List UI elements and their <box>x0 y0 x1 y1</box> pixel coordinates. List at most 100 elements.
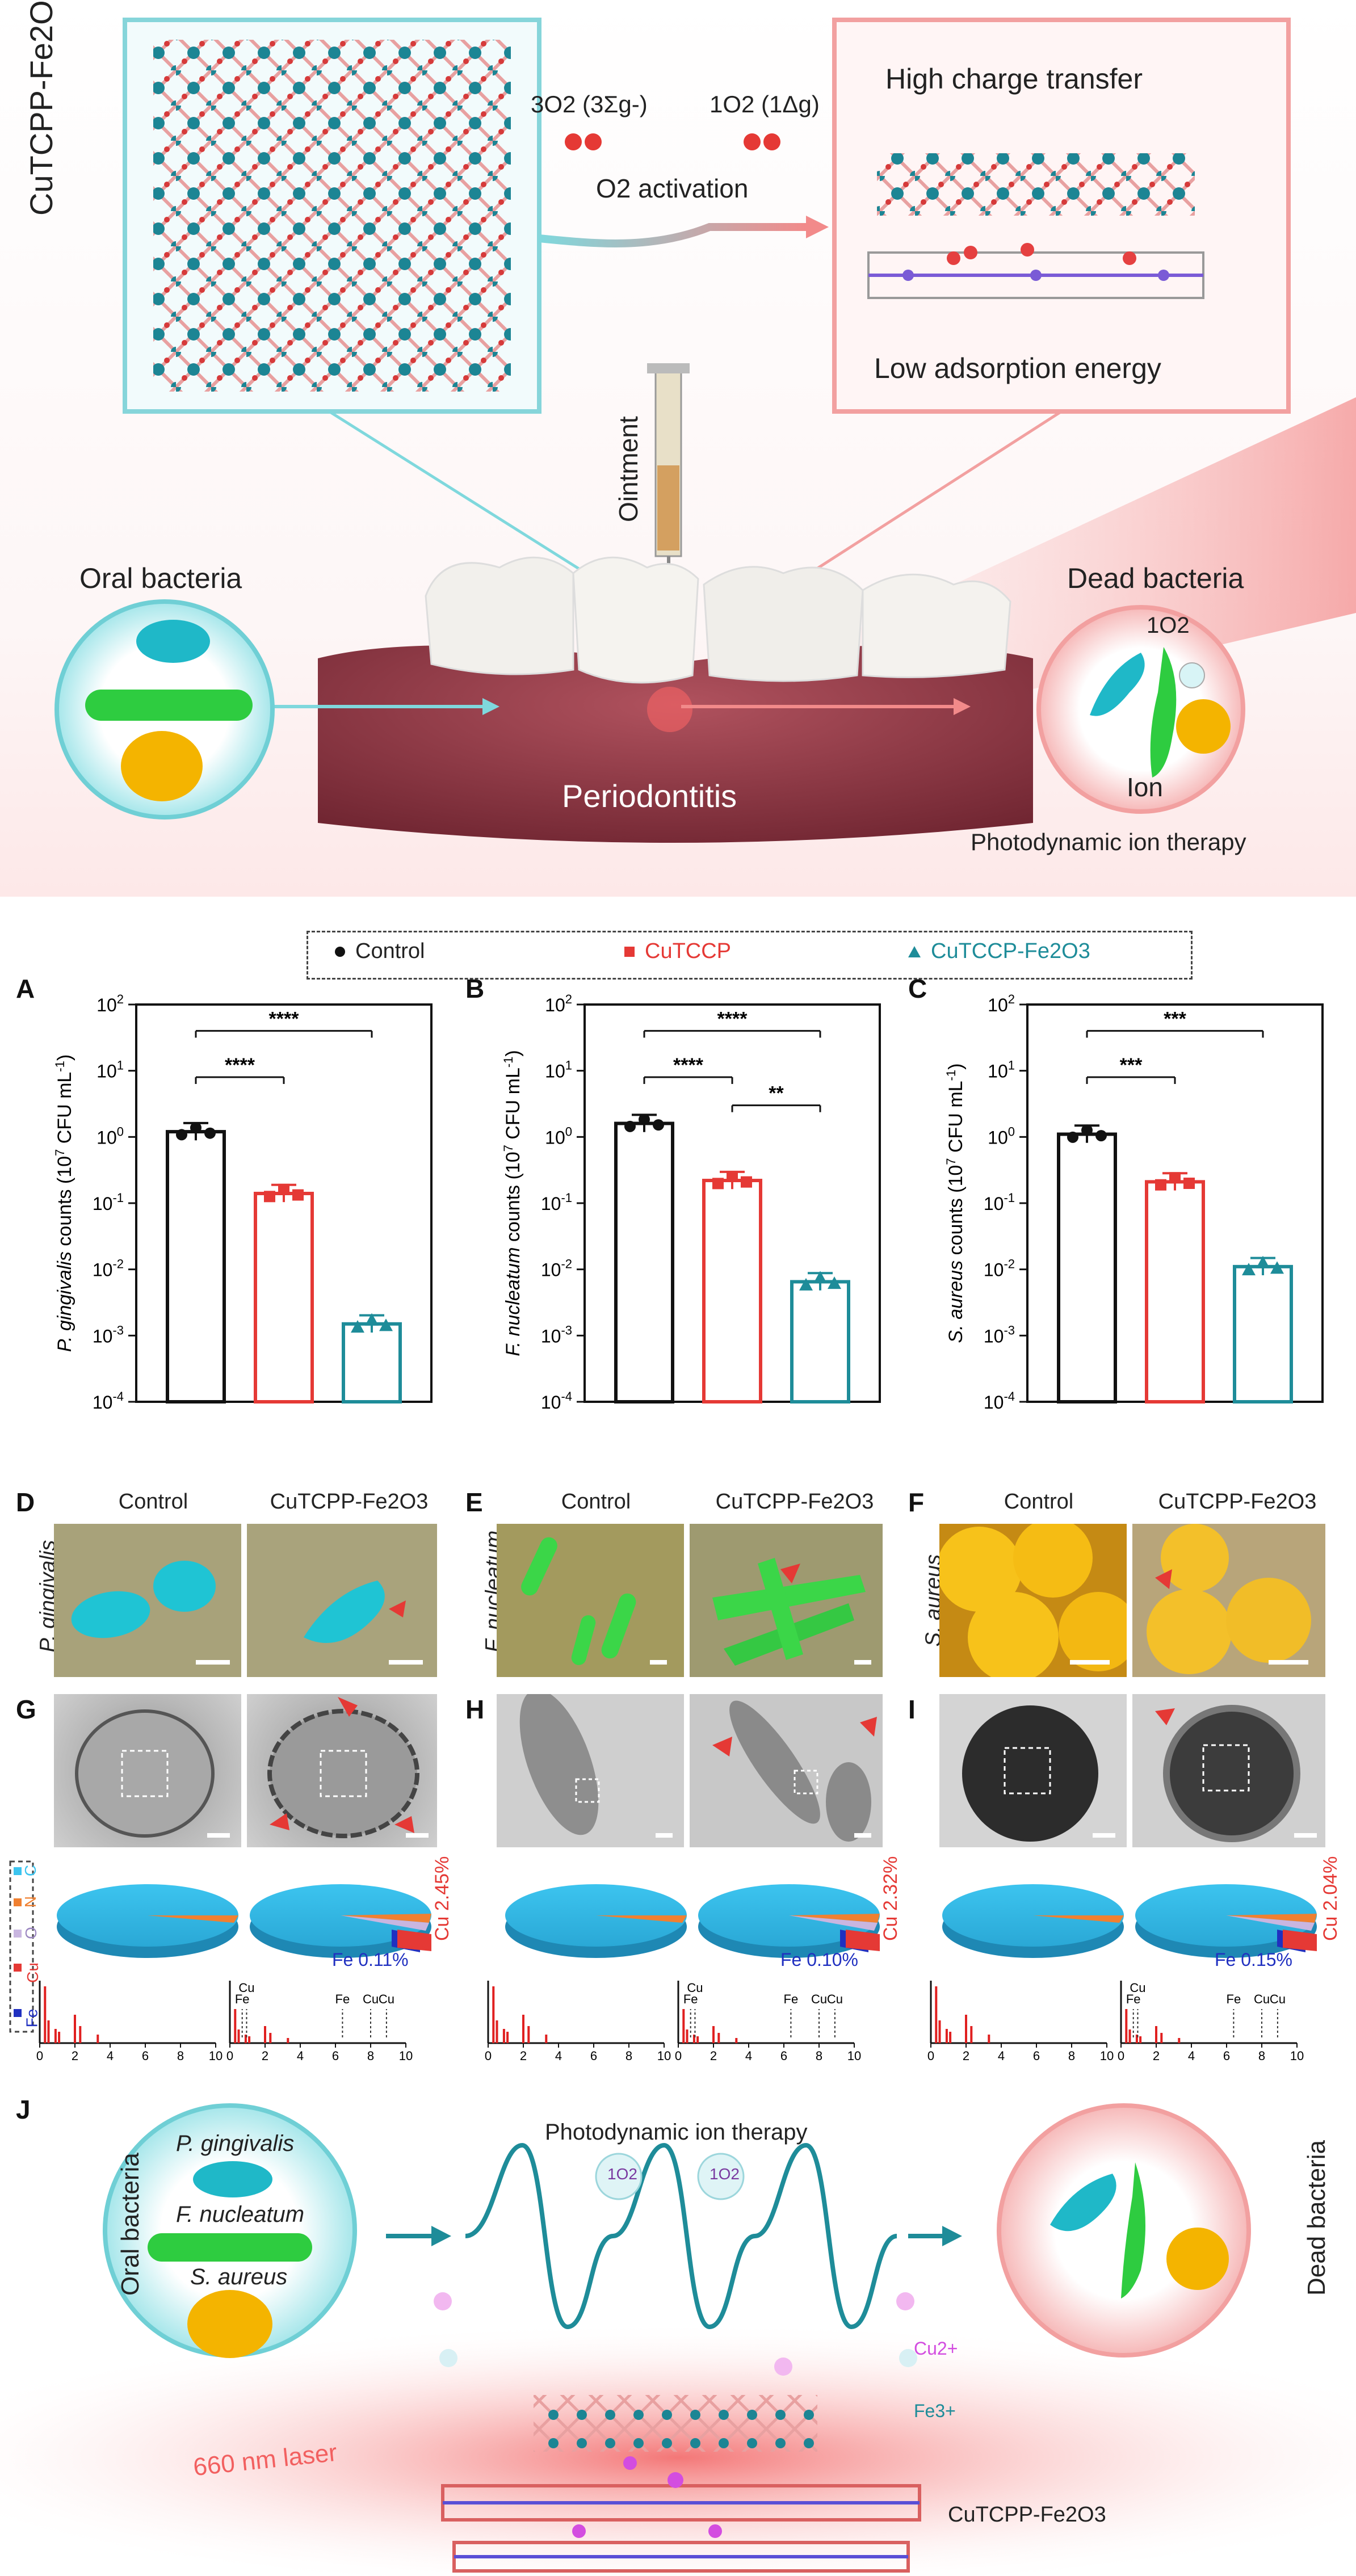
significance-label: ** <box>769 1083 784 1104</box>
spectrum-tick-label: 2 <box>963 2049 969 2063</box>
spectrum-tick-label: 2 <box>1153 2049 1160 2063</box>
spectrum-tick-label: 2 <box>72 2049 78 2063</box>
legend-box <box>307 931 1193 980</box>
pie-h-control <box>505 1884 687 1958</box>
data-point <box>1183 1178 1195 1190</box>
f-control-title: Control <box>1004 1490 1074 1514</box>
tooth-2 <box>572 556 699 684</box>
spectrum-tick-label: 0 <box>226 2049 233 2063</box>
bar-cutccp <box>702 1179 762 1403</box>
spectrum-tick-label: 10 <box>657 2049 671 2063</box>
peak-marker-label: Fe <box>784 1992 799 2006</box>
spectrum-tick-label: 8 <box>816 2049 822 2063</box>
chart-a: 102 101 100 10-1 10-2 10-3 10-4 P. gingivalis c… <box>53 992 433 1413</box>
g-cu-pct: Cu 2.45% <box>431 1856 453 1941</box>
data-point <box>264 1191 275 1203</box>
bottom-schematic-svg <box>0 2103 1356 2576</box>
spectrum-tick-label: 6 <box>332 2049 339 2063</box>
spectrum-tick-label: 8 <box>1258 2049 1265 2063</box>
cu-ion-dot-2 <box>896 2292 914 2310</box>
fn-bacterium <box>148 2233 312 2262</box>
o2-triplet-molecule <box>565 133 602 150</box>
y-tick-label: 102 <box>96 992 124 1015</box>
legend-c-swatch <box>14 1867 22 1875</box>
significance-label: **** <box>673 1054 704 1076</box>
y-tick-label: 10-2 <box>541 1257 572 1280</box>
spectrum-tick-label: 4 <box>107 2049 114 2063</box>
data-point <box>278 1183 289 1195</box>
pie-g-control <box>57 1884 238 1958</box>
low-adsorption-label: Low adsorption energy <box>874 352 1161 384</box>
yellow-bacterium <box>121 731 203 801</box>
legend-o-label: O <box>22 1927 40 1939</box>
data-point <box>365 1313 379 1326</box>
data-point <box>1067 1131 1078 1143</box>
panel-letter-g: G <box>16 1695 36 1724</box>
data-point <box>1256 1255 1270 1268</box>
spectrum-tick-label: 10 <box>1100 2049 1114 2063</box>
spectrum-tick-label: 8 <box>177 2049 184 2063</box>
bottom-schematic <box>0 2088 1356 2576</box>
data-point <box>1095 1130 1107 1142</box>
bar-cutccp-fe2o3 <box>790 1280 850 1404</box>
data-point <box>292 1189 304 1201</box>
y-tick-label: 10-2 <box>984 1257 1015 1280</box>
e-control-title: Control <box>561 1490 631 1514</box>
dead-yellow-bacterium <box>1176 699 1231 754</box>
panel-letter-a: A <box>16 974 35 1003</box>
o2-singlet-label: 1O2 (1Δg) <box>710 91 820 117</box>
sem-e-control <box>497 1524 684 1677</box>
spectrum-x-label: Energy (keV) <box>278 2064 358 2066</box>
chart-c: 102 101 100 10-1 10-2 10-3 10-4 S. aureus count… <box>944 992 1324 1413</box>
spectrum-tick-label: 0 <box>36 2049 43 2063</box>
lesion-glow <box>647 687 692 732</box>
j-singlet-1: 1O2 <box>607 2165 637 2183</box>
syringe <box>647 363 690 687</box>
spectrum-tick-label: 10 <box>399 2049 413 2063</box>
data-point <box>379 1318 393 1331</box>
ion-label: Ion <box>1127 772 1163 802</box>
y-tick-label: 101 <box>96 1058 124 1082</box>
dead-sa-j <box>1166 2228 1229 2290</box>
legend-fe-swatch <box>14 2009 22 2017</box>
peak-marker-label: Cu <box>238 1981 254 1995</box>
legend-cu-label: Cu <box>23 1963 41 1983</box>
legend-control: Control <box>335 939 425 964</box>
h-cu-pct: Cu 2.32% <box>880 1856 901 1941</box>
dead-fn-j <box>1121 2162 1145 2298</box>
data-point <box>639 1113 650 1125</box>
sa-bacterium <box>187 2290 272 2358</box>
singlet-bubble <box>1179 662 1205 688</box>
y-tick-label: 10-3 <box>541 1323 572 1346</box>
data-point <box>351 1320 364 1333</box>
tem-g-treated <box>247 1694 437 1847</box>
panel-letter-e: E <box>465 1487 483 1517</box>
legend-control-marker <box>335 946 345 957</box>
spectrum-x-label: Energy (keV) <box>727 2064 806 2066</box>
f-treated-title: CuTCPP-Fe2O3 <box>1158 1490 1317 1514</box>
pg-bacterium <box>193 2161 272 2197</box>
fe2o3-sheet <box>877 153 1195 216</box>
peak-marker-label: Fe <box>683 1992 698 2006</box>
spectrum-tick-label: 0 <box>485 2049 492 2063</box>
material-label: CuTCPP-Fe2O3 <box>23 0 59 216</box>
peak-marker-label: Fe <box>335 1992 350 2006</box>
data-point <box>741 1176 752 1188</box>
y-tick-label: 10-4 <box>984 1389 1015 1413</box>
y-tick-label: 10-4 <box>93 1389 124 1413</box>
spectrum-tick-label: 0 <box>927 2049 934 2063</box>
peak-marker-label: Cu <box>1270 1992 1286 2006</box>
green-bacterium <box>85 690 253 721</box>
legend-cutccp-label: CuTCCP <box>645 939 732 963</box>
pie-h-treated <box>698 1884 880 1958</box>
legend-o-swatch <box>14 1930 22 1938</box>
sem-f-control <box>939 1524 1127 1677</box>
legend-n-label: N <box>22 1896 40 1908</box>
panel-letter-c: C <box>908 974 927 1003</box>
o2-activation-label: O2 activation <box>596 174 749 203</box>
i-cu-pct: Cu 2.04% <box>1320 1856 1341 1941</box>
therapy-label: Photodynamic ion therapy <box>971 829 1246 855</box>
peak-marker-label: Cu <box>379 1992 394 2006</box>
spectrum-tick-label: 2 <box>520 2049 527 2063</box>
i-fe-pct: Fe 0.15% <box>1215 1949 1292 1970</box>
